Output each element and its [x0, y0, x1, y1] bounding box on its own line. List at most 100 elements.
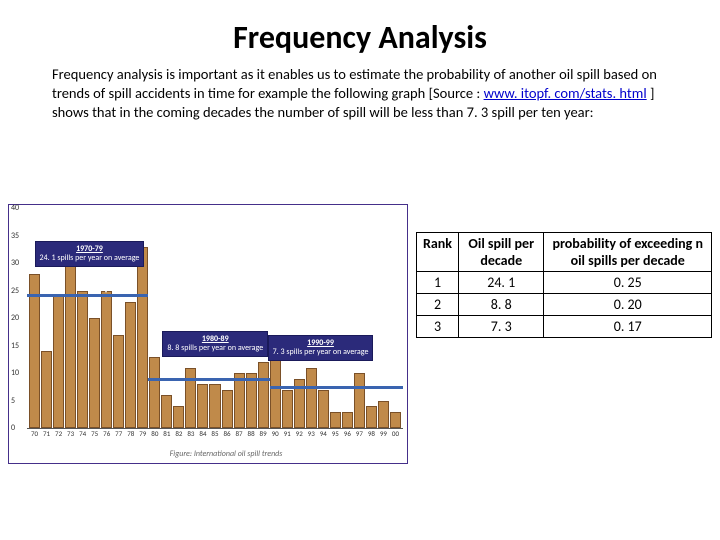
chart-xtick: 88 [246, 429, 257, 438]
chart-bar [77, 291, 88, 429]
content-row: 05101520253035401970-7924. 1 spills per … [8, 204, 712, 464]
table-cell: 1 [417, 272, 459, 294]
chart-ytick: 10 [11, 368, 19, 378]
chart-ytick: 5 [11, 396, 15, 406]
chart-ytick: 35 [11, 231, 19, 241]
chart-xtick: 76 [101, 429, 112, 438]
source-link[interactable]: www. itopf. com/stats. html [484, 84, 647, 102]
page-title: Frequency Analysis [52, 18, 668, 57]
chart-bar [366, 406, 377, 428]
chart-bar [306, 368, 317, 429]
chart-bar [41, 351, 52, 428]
chart-bar [222, 390, 233, 429]
chart-callout-arrow-icon [196, 367, 204, 375]
table-cell: 3 [417, 316, 459, 338]
chart-bar [258, 362, 269, 428]
chart-xtick: 70 [29, 429, 40, 438]
chart-callout-sub: 7. 3 spills per year on average [273, 348, 369, 357]
table-cell: 0. 17 [544, 316, 712, 338]
chart-callout: 1980-898. 8 spills per year on average [162, 331, 268, 357]
table-cell: 24. 1 [459, 272, 544, 294]
chart-bar [161, 395, 172, 428]
chart-xtick: 94 [318, 429, 329, 438]
chart-bar [390, 412, 401, 429]
chart-xtick: 91 [282, 429, 293, 438]
chart-ytick: 40 [11, 203, 19, 213]
chart-bar [282, 390, 293, 429]
chart-xtick: 81 [161, 429, 172, 438]
chart-xaxis: 7071727374757677787980818283848586878889… [27, 429, 403, 438]
table-header-cell: Oil spill per decade [459, 233, 544, 272]
chart-xtick: 83 [185, 429, 196, 438]
chart-stepline [270, 386, 403, 389]
chart-xtick: 86 [222, 429, 233, 438]
chart-callout: 1970-7924. 1 spills per year on average [35, 241, 145, 267]
chart-bar [65, 252, 76, 428]
chart-plot-area: 05101520253035401970-7924. 1 spills per … [27, 209, 403, 429]
spill-chart: 05101520253035401970-7924. 1 spills per … [8, 204, 408, 464]
chart-bar [137, 247, 148, 429]
table-row: 124. 10. 25 [417, 272, 712, 294]
table-row: 28. 80. 20 [417, 294, 712, 316]
chart-bar [330, 412, 341, 429]
chart-bar [354, 373, 365, 428]
chart-xtick: 71 [41, 429, 52, 438]
table-cell: 7. 3 [459, 316, 544, 338]
chart-xtick: 00 [390, 429, 401, 438]
chart-xtick: 80 [149, 429, 160, 438]
chart-xtick: 78 [125, 429, 136, 438]
chart-bar [197, 384, 208, 428]
body-paragraph: Frequency analysis is important as it en… [52, 65, 668, 122]
chart-xtick: 82 [173, 429, 184, 438]
chart-bar [29, 274, 40, 428]
chart-bar [246, 373, 257, 428]
chart-callout-arrow-icon [320, 371, 328, 379]
chart-stepline [148, 378, 269, 381]
chart-xtick: 74 [77, 429, 88, 438]
chart-xtick: 73 [65, 429, 76, 438]
table-cell: 2 [417, 294, 459, 316]
chart-bar [318, 390, 329, 429]
table-header-cell: probability of exceeding n oil spills pe… [544, 233, 712, 272]
chart-callout-sub: 24. 1 spills per year on average [40, 254, 140, 263]
chart-xtick: 92 [294, 429, 305, 438]
chart-xtick: 75 [89, 429, 100, 438]
chart-xtick: 97 [354, 429, 365, 438]
chart-stepline [27, 294, 148, 297]
chart-bar [234, 373, 245, 428]
chart-bar [185, 368, 196, 429]
chart-xtick: 99 [378, 429, 389, 438]
chart-xtick: 79 [137, 429, 148, 438]
chart-bar [342, 412, 353, 429]
chart-xtick: 96 [342, 429, 353, 438]
table-cell: 0. 25 [544, 272, 712, 294]
chart-xtick: 93 [306, 429, 317, 438]
chart-xtick: 84 [197, 429, 208, 438]
chart-bar [173, 406, 184, 428]
chart-callout: 1990-997. 3 spills per year on average [268, 335, 374, 361]
probability-table: RankOil spill per decadeprobability of e… [416, 232, 712, 338]
chart-xtick: 87 [234, 429, 245, 438]
chart-ytick: 0 [11, 423, 15, 433]
chart-bar [378, 401, 389, 429]
chart-callout-arrow-icon [102, 285, 110, 293]
chart-bar [209, 384, 220, 428]
chart-xtick: 77 [113, 429, 124, 438]
table-cell: 8. 8 [459, 294, 544, 316]
chart-bar [125, 302, 136, 429]
table-header-cell: Rank [417, 233, 459, 272]
chart-bar [149, 357, 160, 429]
chart-ytick: 25 [11, 286, 19, 296]
table-row: 37. 30. 17 [417, 316, 712, 338]
probability-table-wrap: RankOil spill per decadeprobability of e… [416, 204, 712, 464]
table-cell: 0. 20 [544, 294, 712, 316]
chart-caption: Figure: International oil spill trends [27, 449, 425, 459]
chart-xtick: 85 [209, 429, 220, 438]
chart-ytick: 20 [11, 313, 19, 323]
chart-ytick: 15 [11, 341, 19, 351]
chart-bar [89, 318, 100, 428]
chart-xtick: 90 [270, 429, 281, 438]
chart-xtick: 95 [330, 429, 341, 438]
chart-xtick: 98 [366, 429, 377, 438]
chart-bar [101, 291, 112, 429]
